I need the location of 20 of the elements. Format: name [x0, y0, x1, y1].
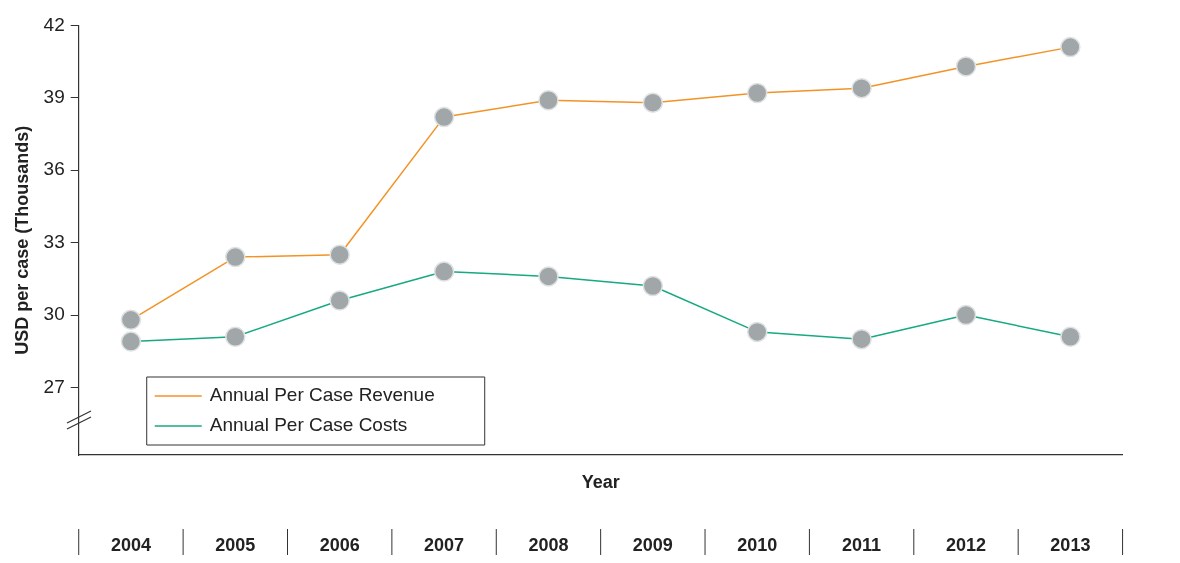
y-tick-label: 33 — [43, 230, 65, 252]
legend-label: Annual Per Case Revenue — [209, 384, 435, 406]
x-tick-label: 2011 — [842, 534, 882, 555]
y-tick-label: 42 — [43, 13, 65, 35]
y-tick-label: 30 — [43, 303, 65, 325]
y-tick-label: 39 — [43, 86, 65, 108]
x-tick-label: 2009 — [632, 534, 673, 555]
x-axis-title: Year — [581, 471, 620, 492]
x-tick-label: 2008 — [528, 534, 569, 555]
y-axis-title: USD per case (Thousands) — [11, 125, 32, 355]
x-tick-label: 2013 — [1050, 534, 1091, 555]
x-tick-label: 2006 — [319, 534, 360, 555]
x-tick-label: 2007 — [424, 534, 465, 555]
legend-label: Annual Per Case Costs — [209, 414, 408, 436]
y-tick-label: 36 — [43, 158, 65, 180]
x-tick-label: 2012 — [945, 534, 987, 555]
x-tick-label: 2005 — [215, 534, 256, 555]
x-tick-label: 2010 — [737, 534, 778, 555]
y-tick-label: 27 — [43, 375, 65, 397]
x-tick-label: 2004 — [110, 534, 151, 555]
